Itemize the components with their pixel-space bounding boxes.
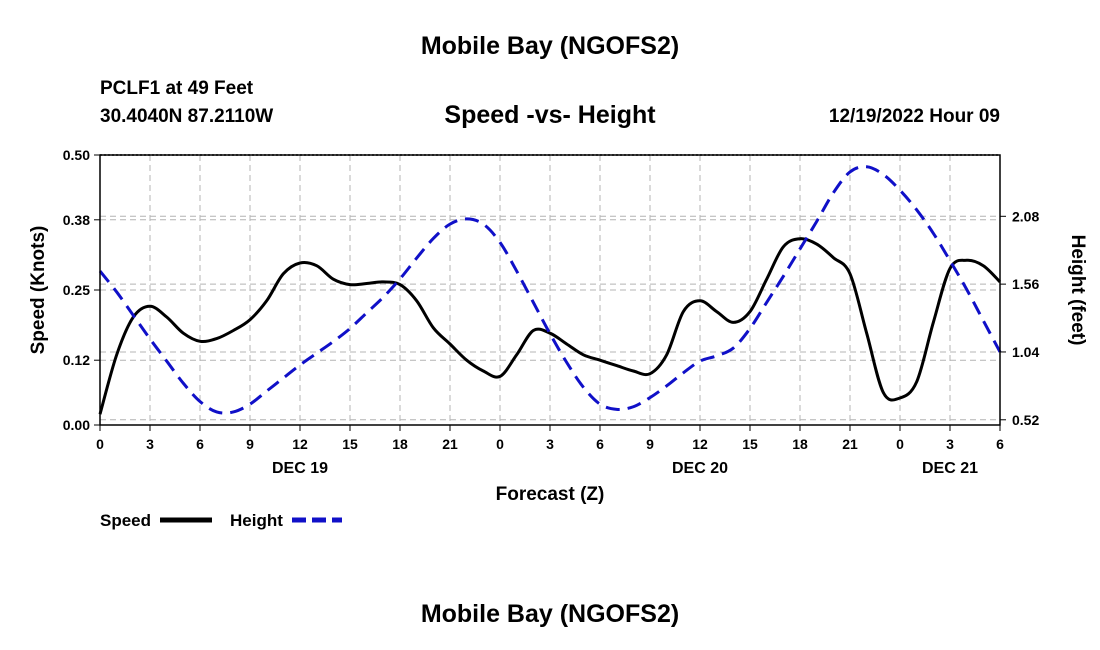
- x-tick-label: 0: [96, 436, 104, 452]
- y-axis-label: Speed (Knots): [28, 226, 49, 355]
- x-tick-label: 21: [442, 436, 458, 452]
- y2-tick-label: 2.08: [1012, 208, 1039, 224]
- y-tick-label: 0.50: [63, 147, 90, 163]
- y2-axis-label: Height (feet): [1067, 235, 1088, 346]
- x-tick-label: 3: [546, 436, 554, 452]
- x-tick-label: 9: [646, 436, 654, 452]
- grid: [100, 155, 1000, 425]
- y2-tick-label: 0.52: [1012, 412, 1039, 428]
- y-tick-label: 0.00: [63, 417, 90, 433]
- x-tick-label: 9: [246, 436, 254, 452]
- x-tick-label: 15: [342, 436, 358, 452]
- x-tick-label: 3: [946, 436, 954, 452]
- page-title: Mobile Bay (NGOFS2): [420, 32, 680, 60]
- y2-tick-label: 1.04: [1012, 344, 1039, 360]
- height-series-line: [98, 165, 1002, 415]
- y-tick-label: 0.25: [63, 282, 90, 298]
- x-tick-label: 6: [596, 436, 604, 452]
- x-tick-label: 15: [742, 436, 758, 452]
- day-label: DEC 21: [922, 460, 978, 477]
- chart-title: Speed -vs- Height: [444, 101, 656, 129]
- x-tick-label: 6: [196, 436, 204, 452]
- x-tick-label: 21: [842, 436, 858, 452]
- footer-title: Mobile Bay (NGOFS2): [420, 600, 680, 628]
- axes: 0 3 6 9 12 15 18 21 0 3 6 9 12 15 18 21 0 3 6 DEC 19 DEC 20 D…: [28, 147, 1088, 505]
- legend-label-speed: Speed: [100, 511, 151, 530]
- x-tick-label: 18: [392, 436, 408, 452]
- x-axis-label: Forecast (Z): [496, 484, 605, 505]
- coordinates-label: 30.4040N 87.2110W: [100, 106, 274, 127]
- x-tick-label: 12: [292, 436, 308, 452]
- legend-label-height: Height: [230, 511, 283, 530]
- x-tick-label: 18: [792, 436, 808, 452]
- x-tick-label: 3: [146, 436, 154, 452]
- x-tick-label: 12: [692, 436, 708, 452]
- speed-series-line: [98, 237, 1002, 415]
- day-label: DEC 19: [272, 460, 328, 477]
- day-label: DEC 20: [672, 460, 728, 477]
- x-tick-label: 0: [496, 436, 504, 452]
- x-tick-label: 6: [996, 436, 1004, 452]
- station-label: PCLF1 at 49 Feet: [100, 78, 254, 99]
- series-layer: [98, 165, 1002, 415]
- y-tick-label: 0.38: [63, 212, 90, 228]
- x-tick-label: 0: [896, 436, 904, 452]
- y2-tick-label: 1.56: [1012, 276, 1039, 292]
- forecast-timestamp: 12/19/2022 Hour 09: [828, 106, 1000, 127]
- y-tick-label: 0.12: [63, 352, 90, 368]
- legend: Speed Height: [100, 511, 342, 530]
